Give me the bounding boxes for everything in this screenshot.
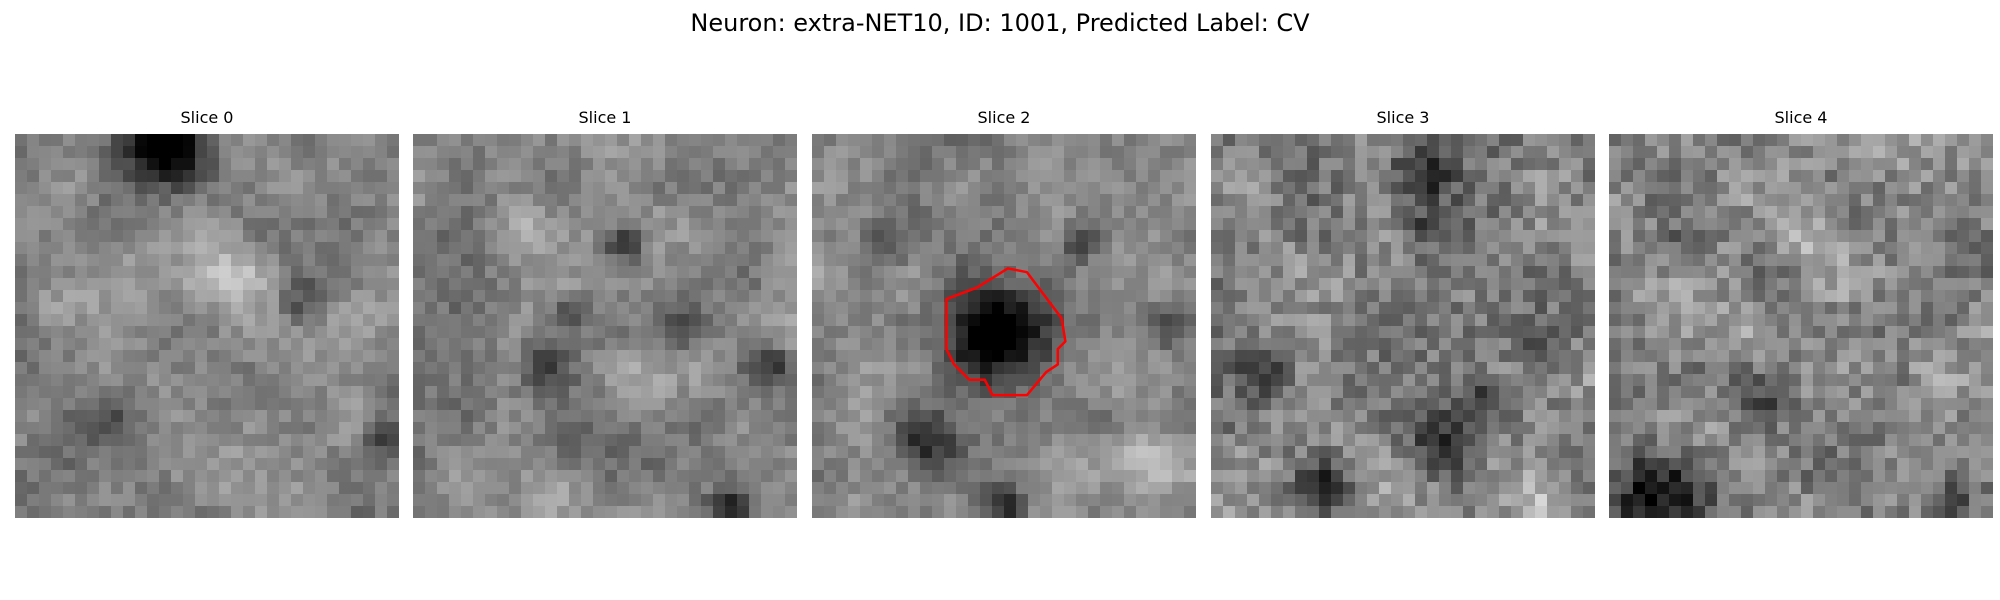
slice-panel-2: Slice 2 bbox=[812, 108, 1196, 518]
slice-title-2: Slice 2 bbox=[977, 108, 1031, 127]
slice-panel-3: Slice 3 bbox=[1211, 108, 1595, 518]
figure-title: Neuron: extra-NET10, ID: 1001, Predicted… bbox=[690, 9, 1310, 37]
slice-panel-4: Slice 4 bbox=[1609, 108, 1993, 518]
slice-title-1: Slice 1 bbox=[578, 108, 632, 127]
slice-panel-1: Slice 1 bbox=[413, 108, 797, 518]
slice-image-2 bbox=[812, 134, 1196, 518]
slice-title-4: Slice 4 bbox=[1774, 108, 1828, 127]
slice-panel-0: Slice 0 bbox=[15, 108, 399, 518]
slice-title-3: Slice 3 bbox=[1376, 108, 1430, 127]
segmentation-contour bbox=[945, 267, 1067, 397]
slice-title-0: Slice 0 bbox=[180, 108, 234, 127]
slice-image-0 bbox=[15, 134, 399, 518]
slice-image-1 bbox=[413, 134, 797, 518]
slice-image-4 bbox=[1609, 134, 1993, 518]
slice-image-3 bbox=[1211, 134, 1595, 518]
